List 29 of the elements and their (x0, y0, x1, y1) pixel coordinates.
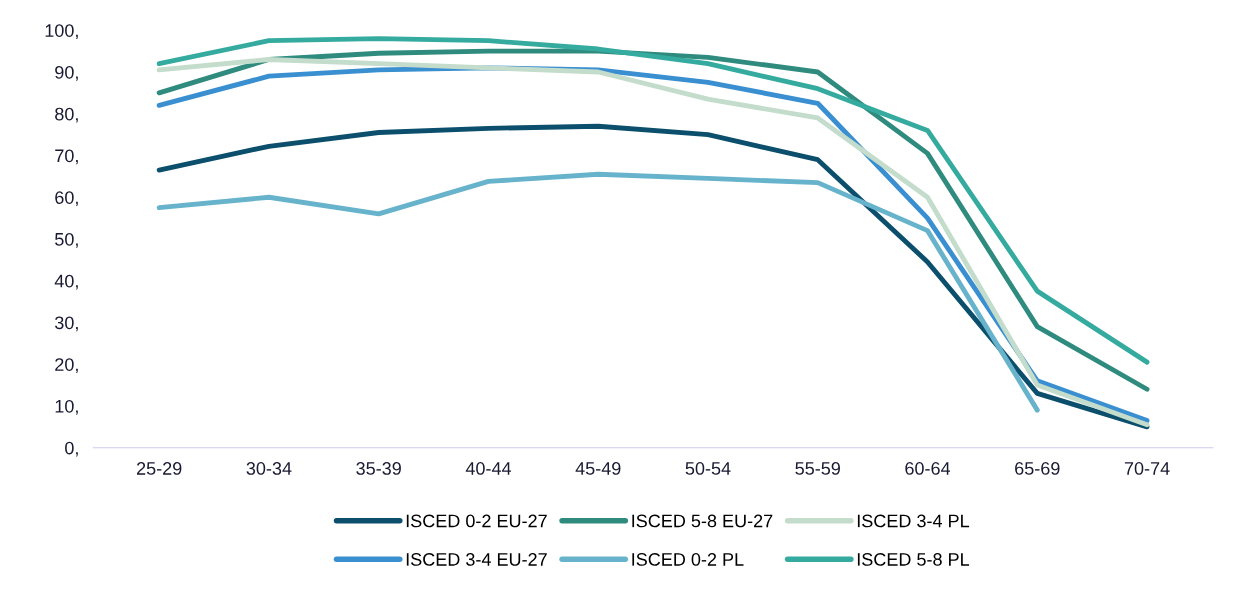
y-tick-label: 90, (55, 65, 78, 81)
y-tick-label: 80, (55, 107, 78, 123)
x-tick-label: 45-49 (575, 462, 621, 475)
y-tick-label: 10, (55, 399, 78, 415)
y-tick-label: 20, (55, 358, 78, 374)
x-tick-label: 50-54 (685, 462, 731, 475)
x-tick-label: 65-69 (1015, 462, 1060, 475)
x-tick-label: 40-44 (465, 462, 512, 475)
line-series (156, 123, 1150, 430)
legend-label: ISCED 5-8 PL (857, 553, 970, 566)
y-tick-label: 50, (55, 232, 78, 248)
x-tick-label: 30-34 (246, 462, 292, 475)
legend-label: ISCED 5-8 EU-27 (632, 514, 773, 528)
x-tick-label: 60-64 (905, 462, 951, 475)
legend-label: ISCED 3-4 EU-27 (406, 553, 547, 566)
legend-label: ISCED 3-4 PL (857, 514, 970, 528)
y-tick-label: 30, (55, 316, 78, 332)
x-tick-label: 35-39 (356, 462, 401, 475)
y-tick-label: 100, (45, 24, 78, 40)
x-tick-label: 70-74 (1124, 462, 1170, 475)
line-series (156, 171, 1040, 413)
legend-label: ISCED 0-2 EU-27 (406, 514, 547, 528)
legend-label: ISCED 0-2 PL (632, 553, 744, 566)
y-tick-label: 0, (65, 441, 78, 457)
x-tick-label: 55-59 (795, 462, 840, 475)
y-tick-label: 70, (55, 149, 78, 165)
x-tick-label: 25-29 (136, 462, 182, 475)
y-tick-label: 60, (55, 191, 78, 207)
y-tick-label: 40, (54, 274, 78, 290)
